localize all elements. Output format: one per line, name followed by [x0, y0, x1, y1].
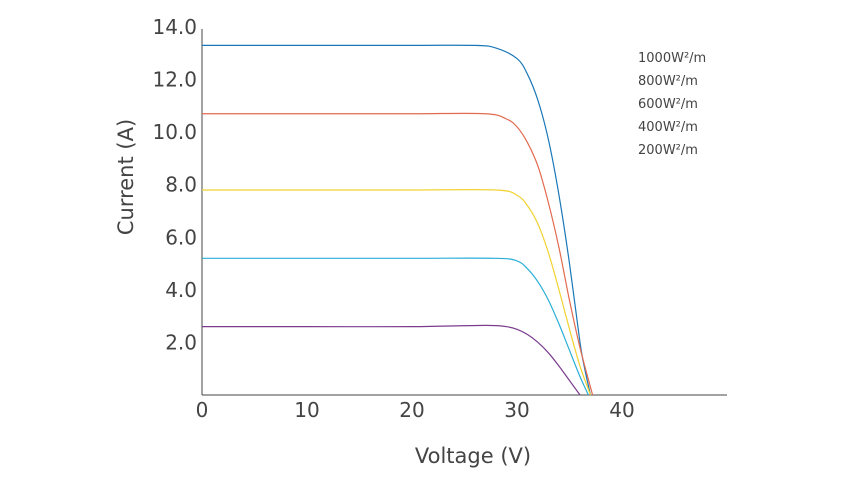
- y-tick-label: 14.0: [152, 15, 197, 39]
- y-axis-title: Current (A): [114, 119, 138, 235]
- x-axis-title: Voltage (V): [415, 444, 531, 468]
- legend-label: 1000W²/m: [638, 51, 706, 66]
- series-line-3: [201, 257, 589, 396]
- legend-label: 600W²/m: [638, 97, 698, 112]
- x-tick-label: 20: [399, 398, 424, 422]
- series-lines: [201, 44, 594, 396]
- legend-label: 800W²/m: [638, 74, 698, 89]
- y-tick-label: 2.0: [165, 330, 197, 354]
- series-line-4: [202, 324, 581, 396]
- x-tick-label: 10: [294, 398, 319, 422]
- x-tick-labels: 0 10 20 30 40: [196, 398, 635, 422]
- series-line-1: [202, 112, 594, 396]
- legend-label: 400W²/m: [638, 120, 698, 135]
- series-line-0: [202, 44, 592, 396]
- y-tick-label: 6.0: [165, 225, 197, 249]
- y-tick-label: 10.0: [152, 120, 197, 144]
- x-tick-label: 30: [504, 398, 529, 422]
- legend: 1000W²/m 800W²/m 600W²/m 400W²/m 200W²/m: [638, 51, 706, 158]
- y-tick-label: 8.0: [165, 173, 197, 197]
- y-tick-label: 12.0: [152, 68, 197, 92]
- y-tick-label: 4.0: [165, 278, 197, 302]
- legend-label: 200W²/m: [638, 143, 698, 158]
- axes: [201, 29, 727, 396]
- x-tick-label: 0: [196, 398, 209, 422]
- y-tick-labels: 2.0 4.0 6.0 8.0 10.0 12.0 14.0: [152, 15, 197, 354]
- series-line-2: [202, 188, 592, 396]
- x-tick-label: 40: [609, 398, 634, 422]
